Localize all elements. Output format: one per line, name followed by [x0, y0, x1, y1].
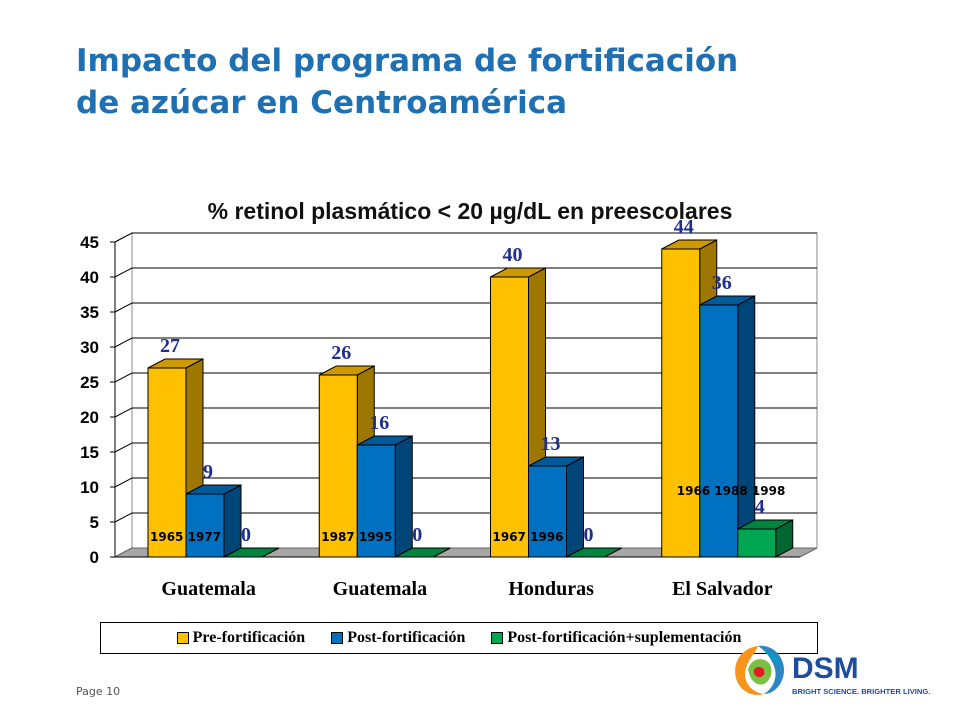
legend-item-pre: Pre-fortificación: [176, 629, 306, 647]
y-tick-label: 20: [80, 408, 99, 427]
period-annotation: 1967 1996: [493, 530, 564, 544]
y-tick-label: 40: [80, 268, 99, 287]
dsm-logo-tagline: BRIGHT SCIENCE. BRIGHTER LIVING.: [792, 687, 930, 696]
chart-title: % retinol plasmático < 20 µg/dL en prees…: [207, 198, 733, 224]
x-tick-label: Honduras: [508, 578, 594, 600]
bar-side: [223, 484, 242, 558]
x-tick-label: El Salvador: [672, 578, 773, 600]
data-label: 27: [160, 335, 180, 357]
bar: [490, 276, 529, 558]
legend-label-post: Post-fortificación: [347, 629, 466, 646]
data-label: 44: [674, 216, 694, 238]
legend-item-post: Post-fortificación: [331, 629, 465, 647]
gridline: [114, 477, 817, 488]
data-label: 40: [503, 244, 523, 266]
data-label: 0: [584, 524, 594, 546]
dsm-logo-emblem: [735, 645, 784, 696]
data-label: 4: [755, 496, 765, 518]
y-tick-label: 5: [90, 513, 99, 532]
data-label: 36: [712, 272, 732, 294]
bar-top: [395, 547, 451, 558]
legend-swatch-pre: [176, 632, 189, 644]
bar: [737, 528, 777, 558]
y-tick-label: 0: [90, 548, 99, 567]
x-tick-label: Guatemala: [333, 578, 427, 600]
y-tick-label: 15: [80, 443, 99, 462]
slide-title-line-2: de azúcar en Centroamérica: [76, 85, 568, 121]
dsm-logo: DSM BRIGHT SCIENCE. BRIGHTER LIVING.: [735, 645, 930, 696]
gridline: [114, 302, 817, 313]
gridline: [114, 267, 817, 278]
bar-top: [566, 547, 622, 558]
legend-item-post-supl: Post-fortificación+suplementación: [491, 629, 741, 647]
bar: [528, 465, 567, 558]
chart-legend: Pre-fortificación Post-fortificación Pos…: [100, 622, 818, 654]
slide-title: Impacto del programa de fortificación de…: [76, 40, 738, 124]
period-annotation: 1965 1977: [150, 530, 221, 544]
x-tick-label: Guatemala: [161, 578, 255, 600]
y-tick-label: 45: [80, 233, 99, 252]
slide-title-line-1: Impacto del programa de fortificación: [76, 43, 739, 79]
gridline: [114, 337, 817, 348]
gridline: [114, 512, 817, 523]
bar-side: [566, 456, 584, 558]
bar: [356, 444, 396, 558]
data-label: 26: [331, 342, 351, 364]
bar-side: [394, 435, 413, 558]
y-tick-label: 25: [80, 373, 99, 392]
bar-top: [223, 547, 280, 558]
dsm-logo-wordmark: DSM: [792, 652, 859, 685]
bar: [185, 493, 225, 558]
data-label: 9: [203, 461, 213, 483]
data-label: 16: [369, 412, 389, 434]
legend-label-pre: Pre-fortificación: [192, 629, 306, 646]
gridline: [114, 232, 817, 243]
period-annotation: 1987 1995: [321, 530, 392, 544]
data-label: 0: [412, 524, 422, 546]
gridline: [114, 407, 817, 418]
gridline: [114, 372, 817, 383]
legend-swatch-post: [331, 632, 344, 644]
y-tick-label: 10: [80, 478, 99, 497]
period-annotation: 1966 1988 1998: [677, 484, 786, 498]
data-label: 0: [241, 524, 251, 546]
bar: [699, 304, 739, 558]
bar-side: [737, 295, 756, 558]
y-tick-label: 35: [80, 303, 99, 322]
bar: [318, 374, 358, 558]
bar: [147, 367, 187, 558]
gridline: [114, 442, 817, 453]
chart-side-wall: [114, 232, 133, 558]
data-label: 13: [541, 433, 561, 455]
bar: [661, 248, 701, 558]
legend-label-post-supl: Post-fortificación+suplementación: [507, 629, 742, 646]
y-tick-label: 30: [80, 338, 99, 357]
page-number: Page 10: [76, 685, 121, 698]
legend-swatch-post-supl: [491, 632, 504, 644]
